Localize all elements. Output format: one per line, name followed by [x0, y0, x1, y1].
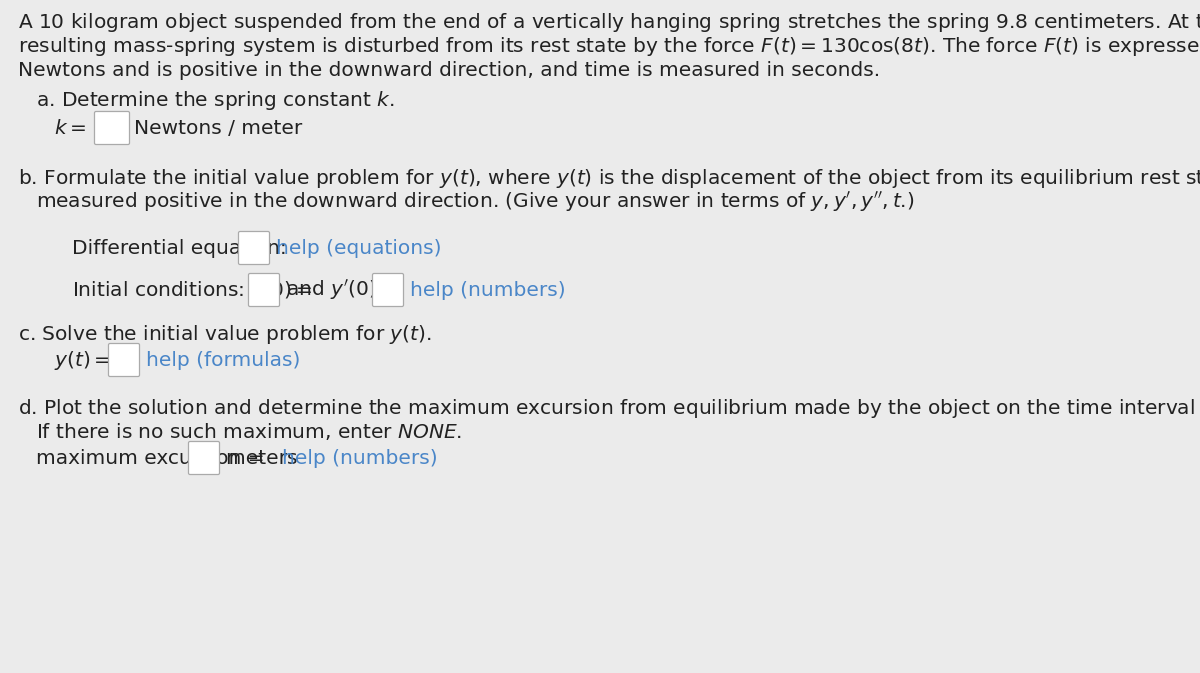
Text: help (formulas): help (formulas): [146, 351, 300, 369]
Text: Newtons / meter: Newtons / meter: [134, 118, 302, 137]
Text: A 10 kilogram object suspended from the end of a vertically hanging spring stret: A 10 kilogram object suspended from the …: [18, 11, 1200, 34]
Text: b. Formulate the initial value problem for $y(t)$, where $y(t)$ is the displacem: b. Formulate the initial value problem f…: [18, 166, 1200, 190]
Text: $y(t) =$: $y(t) =$: [54, 349, 116, 371]
Text: If there is no such maximum, enter $NONE$.: If there is no such maximum, enter $NONE…: [36, 421, 462, 443]
FancyBboxPatch shape: [95, 112, 130, 145]
Text: c. Solve the initial value problem for $y(t)$.: c. Solve the initial value problem for $…: [18, 322, 432, 345]
FancyBboxPatch shape: [239, 232, 270, 264]
Text: help (numbers): help (numbers): [410, 281, 565, 299]
Text: d. Plot the solution and determine the maximum excursion from equilibrium made b: d. Plot the solution and determine the m…: [18, 396, 1200, 419]
Text: Newtons and is positive in the downward direction, and time is measured in secon: Newtons and is positive in the downward …: [18, 61, 880, 79]
FancyBboxPatch shape: [108, 343, 139, 376]
Text: $k =$: $k =$: [54, 118, 92, 137]
Text: help (equations): help (equations): [276, 238, 442, 258]
FancyBboxPatch shape: [372, 273, 403, 306]
Text: meters: meters: [226, 448, 304, 468]
Text: Differential equation:: Differential equation:: [72, 238, 293, 258]
Text: Initial conditions: $y(0) =$: Initial conditions: $y(0) =$: [72, 279, 318, 302]
Text: and $y'(0) =$: and $y'(0) =$: [286, 278, 403, 302]
Text: a. Determine the spring constant $k$.: a. Determine the spring constant $k$.: [36, 89, 395, 112]
Text: help (numbers): help (numbers): [282, 448, 438, 468]
FancyBboxPatch shape: [188, 441, 220, 474]
Text: maximum excursion =: maximum excursion =: [36, 448, 271, 468]
FancyBboxPatch shape: [248, 273, 280, 306]
Text: resulting mass-spring system is disturbed from its rest state by the force $F(t): resulting mass-spring system is disturbe…: [18, 34, 1200, 57]
Text: measured positive in the downward direction. (Give your answer in terms of $y, y: measured positive in the downward direct…: [36, 190, 914, 214]
